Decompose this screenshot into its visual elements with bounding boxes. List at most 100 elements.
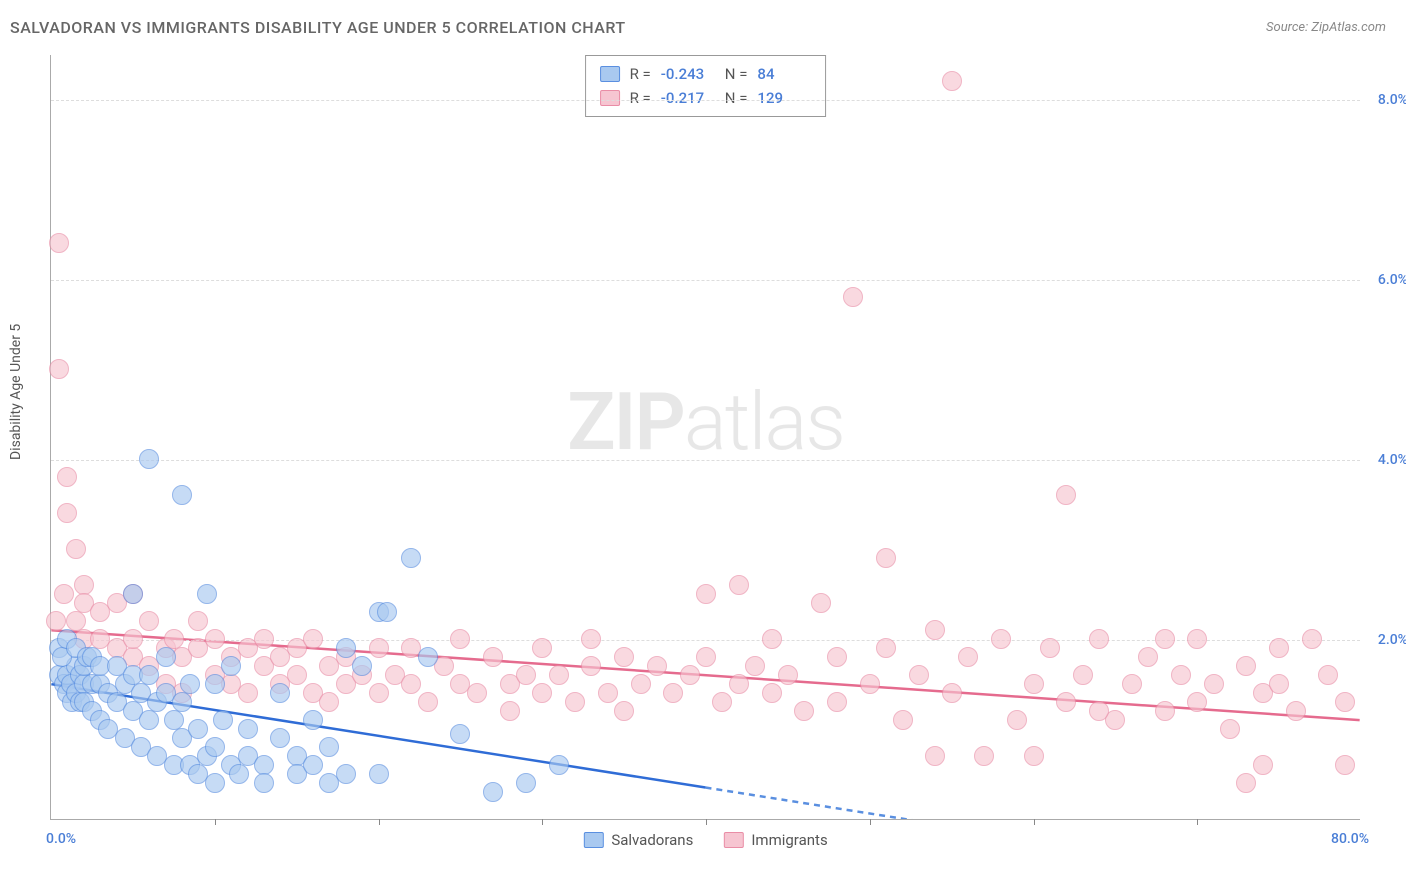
scatter-point <box>843 287 863 307</box>
scatter-point <box>811 593 831 613</box>
scatter-point <box>991 629 1011 649</box>
scatter-point <box>319 692 339 712</box>
scatter-point <box>942 71 962 91</box>
scatter-point <box>54 584 74 604</box>
scatter-point <box>745 656 765 676</box>
gridline <box>51 460 1360 461</box>
scatter-point <box>696 584 716 604</box>
x-tick-label: 0.0% <box>46 831 76 847</box>
legend-label-salvadorans: Salvadorans <box>611 831 693 849</box>
swatch-immigrants <box>600 90 620 106</box>
y-tick-label: 2.0% <box>1378 632 1406 648</box>
scatter-point <box>254 773 274 793</box>
n-value-immigrants: 129 <box>757 86 811 110</box>
scatter-point <box>205 737 225 757</box>
scatter-point <box>418 647 438 667</box>
scatter-point <box>581 656 601 676</box>
scatter-point <box>1187 692 1207 712</box>
scatter-point <box>303 629 323 649</box>
scatter-point <box>172 485 192 505</box>
scatter-point <box>1073 665 1093 685</box>
x-tick-mark <box>1197 819 1198 825</box>
scatter-point <box>57 467 77 487</box>
legend-item-salvadorans: Salvadorans <box>583 831 693 849</box>
scatter-point <box>1155 629 1175 649</box>
scatter-point <box>516 665 536 685</box>
scatter-point <box>188 719 208 739</box>
legend-item-immigrants: Immigrants <box>723 831 827 849</box>
scatter-point <box>205 674 225 694</box>
scatter-point <box>614 647 634 667</box>
scatter-point <box>696 647 716 667</box>
scatter-point <box>270 728 290 748</box>
scatter-point <box>974 746 994 766</box>
scatter-point <box>123 584 143 604</box>
gridline <box>51 100 1360 101</box>
scatter-point <box>172 692 192 712</box>
scatter-point <box>1122 674 1142 694</box>
scatter-point <box>303 710 323 730</box>
scatter-point <box>860 674 880 694</box>
scatter-point <box>1187 629 1207 649</box>
scatter-point <box>319 737 339 757</box>
scatter-point <box>1024 746 1044 766</box>
scatter-point <box>876 548 896 568</box>
x-tick-mark <box>1034 819 1035 825</box>
r-label: R = <box>630 86 651 110</box>
trend-line <box>706 788 1115 819</box>
scatter-point <box>205 773 225 793</box>
scatter-point <box>139 710 159 730</box>
scatter-point <box>729 575 749 595</box>
n-label: N = <box>725 62 748 86</box>
swatch-immigrants <box>723 832 743 848</box>
scatter-point <box>483 782 503 802</box>
scatter-point <box>164 629 184 649</box>
scatter-point <box>516 773 536 793</box>
scatter-point <box>1155 701 1175 721</box>
scatter-point <box>401 674 421 694</box>
n-label: N = <box>725 86 748 110</box>
watermark: ZIPatlas <box>567 375 844 469</box>
scatter-point <box>532 683 552 703</box>
scatter-point <box>598 683 618 703</box>
swatch-salvadorans <box>583 832 603 848</box>
legend-label-immigrants: Immigrants <box>751 831 827 849</box>
scatter-point <box>549 665 569 685</box>
scatter-point <box>369 764 389 784</box>
scatter-point <box>663 683 683 703</box>
scatter-point <box>778 665 798 685</box>
x-tick-label: 80.0% <box>1331 831 1369 847</box>
scatter-point <box>1236 656 1256 676</box>
scatter-point <box>303 755 323 775</box>
scatter-point <box>762 629 782 649</box>
stats-row-immigrants: R = -0.217 N = 129 <box>600 86 812 110</box>
scatter-point <box>1335 755 1355 775</box>
scatter-point <box>180 674 200 694</box>
source-label: Source: ZipAtlas.com <box>1266 20 1386 35</box>
scatter-point <box>254 629 274 649</box>
scatter-point <box>794 701 814 721</box>
y-axis-label: Disability Age Under 5 <box>8 324 24 460</box>
scatter-point <box>1335 692 1355 712</box>
scatter-point <box>336 764 356 784</box>
scatter-point <box>1024 674 1044 694</box>
y-tick-label: 6.0% <box>1378 272 1406 288</box>
scatter-point <box>712 692 732 712</box>
scatter-point <box>205 629 225 649</box>
scatter-point <box>1269 638 1289 658</box>
stats-row-salvadorans: R = -0.243 N = 84 <box>600 62 812 86</box>
scatter-point <box>188 611 208 631</box>
scatter-point <box>352 656 372 676</box>
gridline <box>51 280 1360 281</box>
scatter-point <box>450 629 470 649</box>
r-value-immigrants: -0.217 <box>661 86 715 110</box>
scatter-point <box>156 647 176 667</box>
scatter-point <box>680 665 700 685</box>
plot-area: ZIPatlas R = -0.243 N = 84 R = -0.217 N … <box>50 55 1360 820</box>
scatter-point <box>729 674 749 694</box>
x-tick-mark <box>379 819 380 825</box>
scatter-point <box>238 683 258 703</box>
scatter-point <box>139 665 159 685</box>
scatter-point <box>66 539 86 559</box>
x-tick-mark <box>870 819 871 825</box>
